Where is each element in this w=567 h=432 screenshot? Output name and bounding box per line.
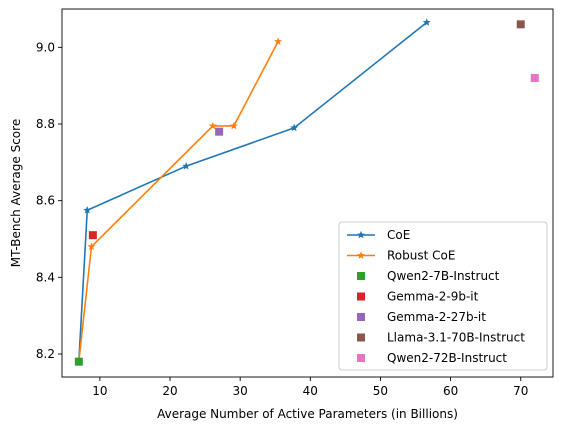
x-tick-label: 20 <box>162 384 177 398</box>
data-point-star <box>274 37 283 45</box>
data-point-square <box>74 357 83 366</box>
y-tick-label: 8.6 <box>36 194 55 208</box>
legend-item-qwen2-7b-instruct: Qwen2-7B-Instruct <box>357 269 500 283</box>
series-gemma-2-9b-it <box>88 231 97 240</box>
data-point-star <box>208 121 217 130</box>
data-point-star <box>290 123 299 132</box>
legend-item-robust-coe: Robust CoE <box>347 249 455 263</box>
legend-label: Llama-3.1-70B-Instruct <box>387 331 525 345</box>
series-qwen2-72b-instruct <box>530 74 539 82</box>
legend-item-qwen2-72b-instruct: Qwen2-72B-Instruct <box>357 351 507 365</box>
x-tick-label: 60 <box>443 384 458 398</box>
legend-star-marker <box>357 230 365 239</box>
y-axis-ticks: 8.2 8.4 8.6 8.8 9.0 <box>36 40 62 361</box>
data-point-square <box>215 127 224 136</box>
data-point-star <box>87 242 96 251</box>
legend-square-marker <box>357 313 365 321</box>
data-point-star <box>229 121 238 130</box>
legend: CoE Robust CoE Qwen2-7B-Instruct Gemma-2-9b… <box>338 221 548 371</box>
series-qwen2-7b-instruct <box>74 357 83 366</box>
x-tick-label: 50 <box>373 384 388 398</box>
series-line <box>78 41 279 362</box>
data-point-star <box>422 18 431 26</box>
x-tick-label: 40 <box>303 384 318 398</box>
legend-item-coe: CoE <box>347 228 410 242</box>
legend-square-marker <box>357 354 365 362</box>
plot-area <box>61 8 554 378</box>
data-point-square <box>530 74 539 82</box>
plot-frame <box>61 8 554 378</box>
legend-square-marker <box>357 333 365 342</box>
legend-star-marker <box>357 251 365 259</box>
data-point-star <box>182 161 191 170</box>
legend-square-marker <box>357 292 365 301</box>
x-axis-label: Average Number of Active Parameters (in … <box>157 407 458 421</box>
y-tick-label: 8.2 <box>36 347 55 361</box>
y-tick-label: 9.0 <box>36 40 55 54</box>
data-point-square <box>516 20 525 29</box>
series-gemma-2-27b-it <box>215 127 224 136</box>
y-tick-label: 8.8 <box>36 117 55 131</box>
x-tick-label: 30 <box>233 384 248 398</box>
x-tick-label: 10 <box>92 384 107 398</box>
legend-square-marker <box>357 272 365 280</box>
series-llama-3-1-70b-instruct <box>516 20 525 29</box>
legend-item-gemma-2-27b-it: Gemma-2-27b-it <box>357 310 486 324</box>
data-point-star <box>83 206 92 214</box>
legend-label: Gemma-2-27b-it <box>387 310 486 324</box>
legend-item-gemma-2-9b-it: Gemma-2-9b-it <box>357 290 479 304</box>
x-tick-label: 70 <box>513 384 528 398</box>
data-point-square <box>88 231 97 240</box>
legend-label: CoE <box>387 228 410 242</box>
y-axis-label: MT-Bench Average Score <box>9 119 23 267</box>
legend-label: Robust CoE <box>387 249 455 263</box>
legend-label: Qwen2-72B-Instruct <box>387 351 507 365</box>
legend-box <box>338 221 548 371</box>
legend-item-llama-3-1-70b-instruct: Llama-3.1-70B-Instruct <box>357 331 525 345</box>
x-axis-ticks: 10 20 30 40 50 60 70 <box>92 377 528 398</box>
y-tick-label: 8.4 <box>36 270 55 284</box>
legend-label: Gemma-2-9b-it <box>387 290 479 304</box>
legend-label: Qwen2-7B-Instruct <box>387 269 500 283</box>
